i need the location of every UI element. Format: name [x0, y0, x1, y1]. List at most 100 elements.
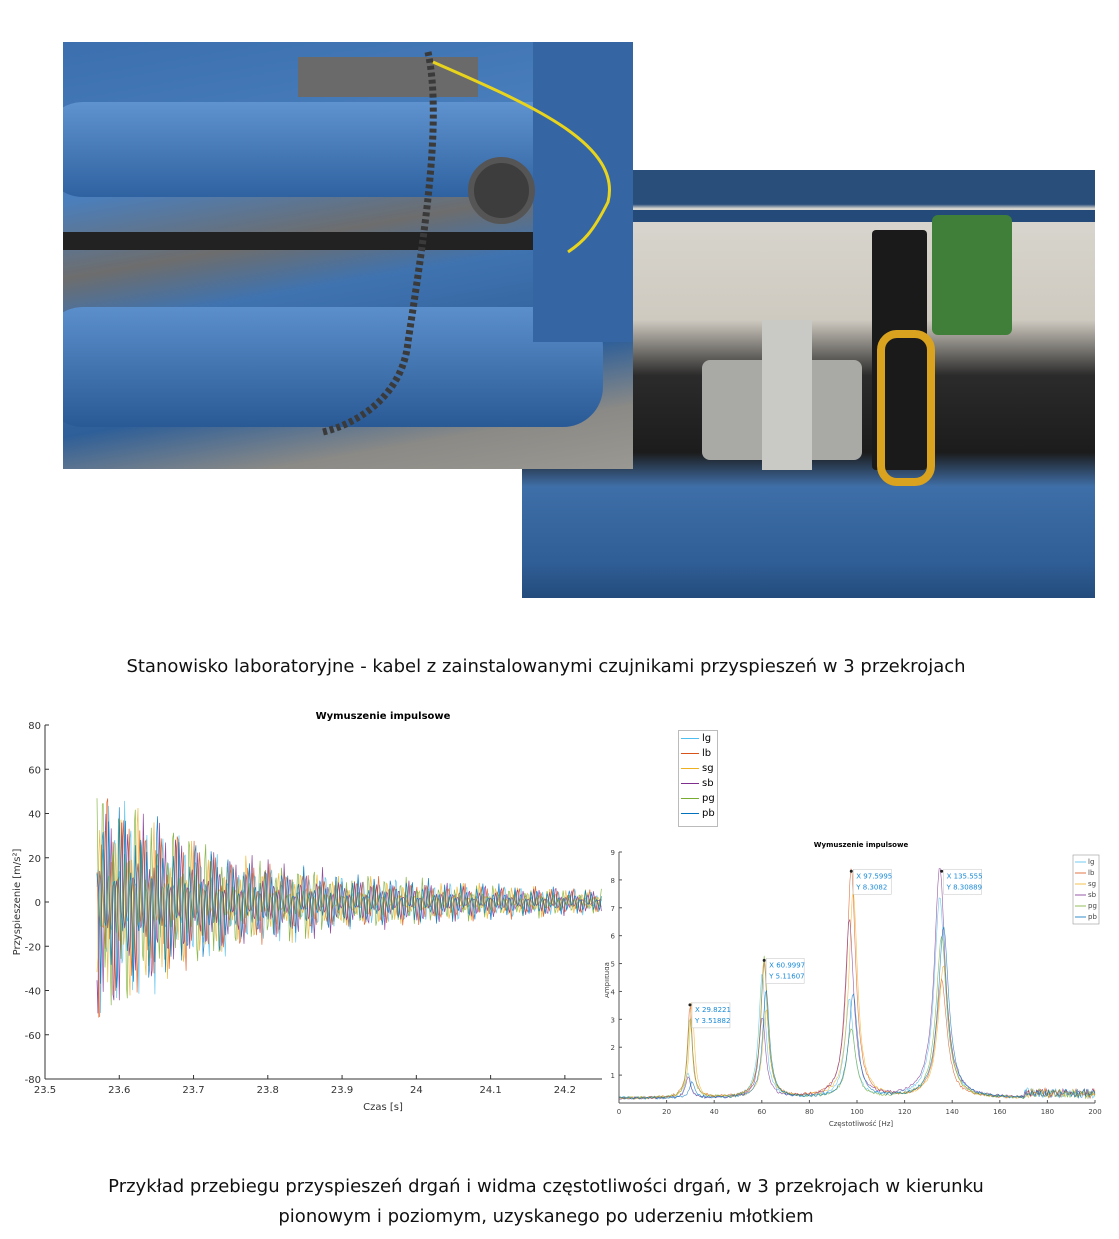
datatip-marker: [940, 869, 944, 873]
datatip-y: Y 8.3082: [855, 883, 887, 891]
legend-label-pg: pg: [1088, 902, 1097, 910]
x-tick-label: 40: [710, 1108, 719, 1116]
y-tick-label: 6: [611, 933, 616, 941]
x-tick-label: 23.9: [331, 1085, 353, 1096]
datatip-x: X 97.5995: [856, 872, 892, 880]
x-tick-label: 60: [757, 1108, 766, 1116]
caption-charts-line-1: Przykład przebiegu przyspieszeń drgań i …: [108, 1176, 984, 1197]
legend-box: [1072, 854, 1100, 925]
legend-swatch: [681, 738, 699, 739]
legend-label: lb: [702, 748, 712, 759]
legend-entry-lg: lg: [679, 731, 717, 746]
x-tick-label: 80: [805, 1108, 814, 1116]
legend-swatch: [681, 798, 699, 799]
legend-swatch: [681, 768, 699, 769]
y-tick-label: 8: [611, 877, 615, 885]
legend-label-sg: sg: [1088, 880, 1096, 888]
x-axis-label: Częstotliwość [Hz]: [829, 1120, 894, 1128]
x-tick-label: 160: [993, 1108, 1006, 1116]
y-tick-label: 1: [611, 1072, 615, 1080]
legend-swatch: [681, 783, 699, 784]
caption-photos: Stanowisko laboratoryjne - kabel z zains…: [126, 656, 966, 677]
spectrum-chart: Wymuszenie impulsowe 9 8 7 6 5 4 3 2 1 0 20 40 60 80 10…: [605, 841, 1102, 1128]
x-tick-label: 23.6: [108, 1085, 130, 1096]
x-tick-label: 23.7: [182, 1085, 204, 1096]
x-tick-label: 140: [946, 1108, 959, 1116]
series-line-lg: [618, 897, 1096, 1100]
y-tick-label: -20: [25, 942, 41, 953]
caption-charts: Przykład przebiegu przyspieszeń drgań i …: [0, 1172, 1092, 1232]
x-tick-label: 24.1: [479, 1085, 501, 1096]
legend-label: sb: [702, 778, 714, 789]
datatip-x: X 60.9997: [769, 961, 805, 969]
y-axis-label: Przyspieszenie [m/s²]: [12, 848, 23, 955]
datatip-x: X 29.8221: [695, 1006, 731, 1014]
y-tick-label: 4: [611, 988, 616, 996]
datatip-y: Y 5.11607: [768, 972, 804, 980]
caption-charts-line-2: pionowym i poziomym, uzyskanego po uderz…: [278, 1206, 814, 1227]
datatip-y: Y 8.30889: [946, 883, 982, 891]
legend-label-pb: pb: [1088, 913, 1097, 921]
y-tick-label: -40: [25, 987, 41, 998]
y-tick-label: 5: [611, 961, 615, 969]
time-chart-legend: lg lb sg sb pg pb: [678, 730, 718, 827]
legend-label-lg: lg: [1088, 858, 1094, 866]
datatip-x: X 135.555: [947, 872, 983, 880]
datatip-box: [943, 868, 982, 895]
time-chart: Wymuszenie impulsowe 80 60 40 20 0 -20 -40 -60 -8…: [12, 711, 602, 1113]
datatip-box: [852, 868, 892, 895]
x-tick-label: 24.2: [554, 1085, 576, 1096]
x-tick-label: 100: [850, 1108, 863, 1116]
legend-label: sg: [702, 763, 714, 774]
y-tick-label: -60: [25, 1031, 41, 1042]
y-tick-label: 3: [611, 1016, 615, 1024]
datatip-y: Y 3.51882: [694, 1017, 730, 1025]
x-tick-label: 120: [898, 1108, 911, 1116]
x-axis-label: Czas [s]: [363, 1102, 403, 1113]
x-tick-label: 24: [410, 1085, 423, 1096]
datatip-marker: [849, 869, 853, 873]
x-tick-label: 23.5: [34, 1085, 56, 1096]
photo-laboratory-stand: [63, 42, 633, 469]
legend-label-lb: lb: [1088, 869, 1095, 877]
y-tick-label: 7: [611, 905, 615, 913]
legend-entry-sb: sb: [679, 776, 717, 791]
series-line-pb: [96, 807, 602, 988]
y-tick-label: -80: [25, 1075, 41, 1086]
x-tick-label: 20: [662, 1108, 671, 1116]
x-tick-label: 180: [1041, 1108, 1054, 1116]
datatip-box: [691, 1002, 731, 1029]
x-tick-label: 0: [617, 1108, 621, 1116]
y-tick-label: 40: [28, 810, 41, 821]
chart-title: Wymuszenie impulsowe: [814, 841, 909, 849]
legend-entry-pg: pg: [679, 791, 717, 806]
y-tick-label: 0: [35, 898, 41, 909]
chart-title: Wymuszenie impulsowe: [316, 711, 451, 722]
y-tick-label: 9: [611, 849, 615, 857]
y-tick-label: 2: [611, 1044, 615, 1052]
legend-label: pb: [702, 808, 715, 819]
x-tick-label: 200: [1088, 1108, 1101, 1116]
x-tick-label: 23.8: [257, 1085, 279, 1096]
legend-entry-sg: sg: [679, 761, 717, 776]
datatip-marker: [762, 958, 766, 962]
legend-label: pg: [702, 793, 715, 804]
legend-entry-lb: lb: [679, 746, 717, 761]
y-axis-label: Amplituda: [605, 962, 611, 998]
series-line-pb: [618, 926, 1096, 1100]
legend-swatch: [681, 813, 699, 814]
datatip-box: [765, 958, 805, 984]
y-tick-label: 80: [28, 721, 41, 732]
y-tick-label: 60: [28, 765, 41, 776]
series-line-sg: [96, 807, 602, 996]
legend-swatch: [681, 753, 699, 754]
datatip-marker: [688, 1003, 692, 1007]
legend-label: lg: [702, 733, 712, 744]
series-line-sg: [618, 891, 1096, 1100]
y-tick-label: 20: [28, 854, 41, 865]
legend-entry-pb: pb: [679, 806, 717, 821]
photo-sensor-closeup: [522, 170, 1095, 598]
series-line-sb: [96, 813, 602, 1014]
legend-label-sb: sb: [1088, 891, 1097, 899]
